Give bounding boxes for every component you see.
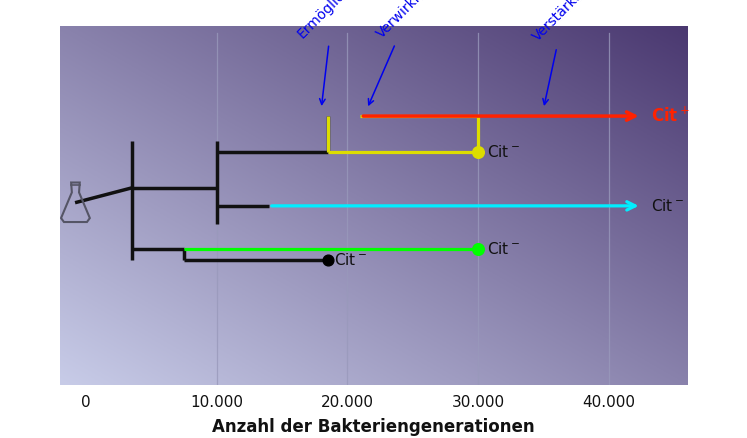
Point (472, 148, 484, 155)
X-axis label: Anzahl der Bakteriengenerationen: Anzahl der Bakteriengenerationen (212, 418, 535, 437)
Text: Cit$^+$: Cit$^+$ (651, 106, 689, 126)
Point (322, 256, 334, 263)
Text: Cit$^-$: Cit$^-$ (487, 144, 520, 160)
Text: Verwirklichung: Verwirklichung (368, 0, 456, 105)
Text: Cit$^-$: Cit$^-$ (334, 252, 368, 268)
Text: Verstärkung: Verstärkung (530, 0, 600, 105)
Point (472, 245, 484, 252)
Text: Cit$^-$: Cit$^-$ (651, 198, 684, 214)
Text: Ermöglichung: Ermöglichung (295, 0, 373, 104)
Text: Cit$^-$: Cit$^-$ (487, 241, 520, 257)
